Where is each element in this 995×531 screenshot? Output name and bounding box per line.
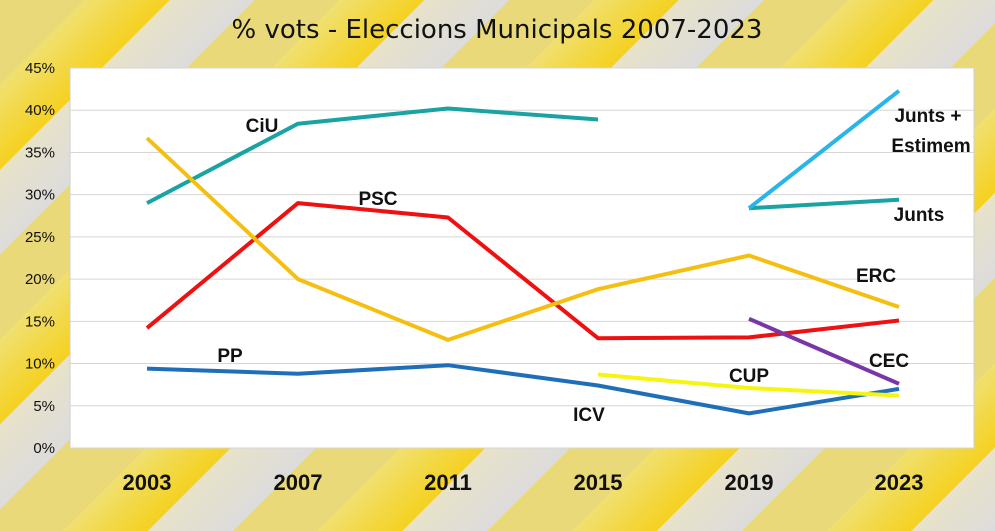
y-axis: 0% 5% 10% 15% 20% 25% 30% 35% 40% 45%: [25, 60, 55, 457]
series-line-cup: [597, 372, 900, 398]
series-lines: [145, 89, 901, 416]
x-tick-label: 2019: [725, 470, 774, 495]
y-tick-label: 35%: [25, 144, 55, 161]
series-label-junts: Junts: [894, 205, 945, 226]
y-tick-label: 5%: [33, 398, 55, 415]
y-tick-label: 0%: [33, 440, 55, 457]
series-line-cec: [748, 316, 900, 386]
y-tick-label: 30%: [25, 187, 55, 204]
series-label-pp: PP: [217, 346, 243, 367]
series-line-pp: [146, 363, 900, 416]
x-tick-label: 2011: [424, 470, 472, 495]
y-tick-label: 45%: [25, 60, 55, 77]
gridlines: [70, 67, 974, 449]
series-label-icv: ICV: [573, 405, 605, 426]
series-line-junts: [748, 197, 900, 211]
series-label-cec: CEC: [869, 351, 909, 372]
x-tick-label: 2015: [574, 470, 623, 495]
y-tick-label: 40%: [25, 102, 55, 119]
x-tick-label: 2023: [875, 470, 924, 495]
x-tick-label: 2007: [274, 470, 323, 495]
x-axis: 2003 2007 2011 2015 2019 2023: [123, 470, 924, 495]
plot-area: [69, 67, 975, 449]
series-label-ciu: CiU: [246, 116, 279, 137]
series-label-psc: PSC: [358, 189, 397, 210]
series-line-junts-estimem: [747, 89, 901, 210]
y-tick-label: 10%: [25, 356, 55, 373]
y-tick-label: 15%: [25, 313, 55, 330]
series-line-ciu: [146, 106, 599, 205]
series-label-erc: ERC: [856, 266, 896, 287]
series-label-cup: CUP: [729, 366, 769, 387]
series-labels: CiU Junts Junts + Estimem PSC ERC PP ICV CEC CUP: [217, 106, 970, 426]
y-tick-label: 25%: [25, 229, 55, 246]
series-line-psc: [145, 201, 900, 341]
y-tick-label: 20%: [25, 271, 55, 288]
chart-title: % vots - Eleccions Municipals 2007-2023: [232, 15, 763, 45]
x-tick-label: 2003: [123, 470, 172, 495]
series-line-erc: [145, 136, 900, 342]
series-label-junts-estimem: Junts + Estimem: [891, 106, 970, 157]
